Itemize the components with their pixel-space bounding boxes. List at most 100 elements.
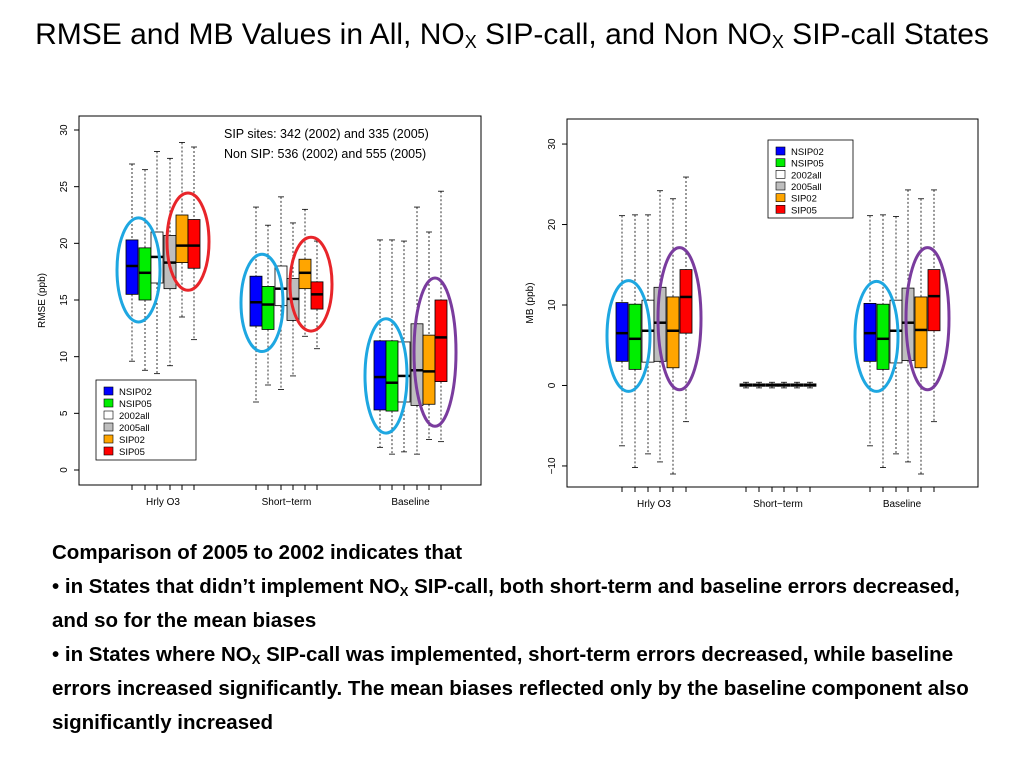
legend-swatch xyxy=(103,434,114,444)
box-body xyxy=(876,303,890,370)
legend-swatch xyxy=(103,422,114,432)
rmse-boxplot-chart: 0 5 10 15 20 25 30 RMSE (ppb) Hrly O3 Short−term B… xyxy=(37,115,482,508)
legend-label: SIP02 xyxy=(791,194,817,205)
legend-swatch xyxy=(775,181,786,191)
title-part-1: RMSE and MB Values in All, NO xyxy=(35,18,465,51)
notes-bullet-1: • in States that didn’t implement NOX SI… xyxy=(52,570,982,638)
legend-swatch xyxy=(103,446,114,456)
box-2005all-Short−term xyxy=(777,381,791,389)
y-tick-label: 20 xyxy=(59,237,70,249)
box-body xyxy=(187,219,201,269)
box-NSIP05-Hrly O3 xyxy=(138,169,152,371)
box-body xyxy=(679,269,693,334)
legend-label: NSIP02 xyxy=(119,387,152,398)
box-SIP05-Short−term xyxy=(803,381,817,389)
legend-swatch xyxy=(103,398,114,408)
box-NSIP02-Baseline xyxy=(863,215,877,447)
box-SIP02-Baseline xyxy=(422,231,436,440)
highlight-ellipse xyxy=(605,279,652,393)
box-2005all-Hrly O3 xyxy=(653,190,667,463)
box-SIP02-Baseline xyxy=(914,198,928,475)
slide-title: RMSE and MB Values in All, NOX SIP-call,… xyxy=(0,16,1024,54)
notes-text-block: Comparison of 2005 to 2002 indicates tha… xyxy=(52,536,982,740)
box-SIP05-Hrly O3 xyxy=(187,146,201,341)
highlight-ellipse xyxy=(115,216,162,324)
box-SIP05-Baseline xyxy=(927,189,941,423)
box-NSIP05-Baseline xyxy=(385,239,399,455)
y-tick-label: 10 xyxy=(59,351,70,363)
highlight-ellipse xyxy=(656,246,703,392)
legend-label: 2002all xyxy=(119,411,150,422)
highlight-ellipse xyxy=(239,252,285,353)
box-body xyxy=(666,296,680,369)
box-SIP02-Short−term xyxy=(790,381,804,389)
highlight-ellipse xyxy=(288,235,334,333)
bullet-1-subscript: X xyxy=(399,584,409,599)
box-SIP02-Short−term xyxy=(298,208,312,337)
box-NSIP05-Baseline xyxy=(876,214,890,468)
x-tick-label: Short−term xyxy=(753,499,803,510)
title-subscript-2: X xyxy=(771,32,784,52)
y-axis-label: MB (ppb) xyxy=(525,282,536,323)
legend-label: 2005all xyxy=(791,182,822,193)
box-NSIP05-Hrly O3 xyxy=(628,214,642,468)
title-part-3: SIP-call States xyxy=(783,18,989,51)
box-SIP05-Baseline xyxy=(434,190,448,443)
box-NSIP02-Baseline xyxy=(373,239,387,448)
bullet-2-part-2: SIP-call was implemented, short-term err… xyxy=(52,643,969,734)
legend-swatch xyxy=(775,193,786,202)
y-tick-label: 0 xyxy=(547,382,558,388)
title-part-2: SIP-call, and Non NO xyxy=(476,18,772,51)
box-body xyxy=(373,340,387,411)
highlight-ellipse xyxy=(904,246,951,392)
box-NSIP05-Short−term xyxy=(752,381,766,389)
y-tick-label: 15 xyxy=(59,294,70,306)
legend-label: SIP05 xyxy=(791,205,817,216)
box-body xyxy=(261,285,275,330)
legend-label: NSIP02 xyxy=(791,147,824,158)
box-NSIP02-Hrly O3 xyxy=(615,215,629,447)
box-NSIP02-Short−term xyxy=(249,206,263,403)
chart-annotation: SIP sites: 342 (2002) and 335 (2005) xyxy=(224,127,429,141)
box-2002all-Baseline xyxy=(889,216,903,455)
x-tick-label: Baseline xyxy=(391,497,430,508)
legend-swatch xyxy=(103,410,114,420)
highlight-ellipse xyxy=(412,276,458,428)
charts-canvas: 0 5 10 15 20 25 30 RMSE (ppb) Hrly O3 Short−term B… xyxy=(37,115,979,510)
title-subscript-1: X xyxy=(464,32,477,52)
box-SIP02-Hrly O3 xyxy=(175,142,189,318)
box-2002all-Short−term xyxy=(765,381,779,389)
legend-swatch xyxy=(775,158,786,167)
y-axis-label: RMSE (ppb) xyxy=(37,273,48,328)
box-SIP02-Hrly O3 xyxy=(666,198,680,475)
legend-label: SIP02 xyxy=(119,435,145,446)
box-body xyxy=(927,269,941,332)
legend-swatch xyxy=(103,386,114,396)
bullet-2-subscript: X xyxy=(251,652,261,667)
mb-boxplot-chart: −10 0 10 20 30 MB (ppb) Hrly O3 Short−term Basel… xyxy=(525,118,979,510)
notes-heading: Comparison of 2005 to 2002 indicates tha… xyxy=(52,541,463,564)
legend-label: 2005all xyxy=(119,423,150,434)
legend-swatch xyxy=(775,205,786,214)
highlight-ellipse xyxy=(853,279,900,393)
box-body xyxy=(385,340,399,412)
bullet-1-part-1: • in States that didn’t implement NO xyxy=(52,575,400,598)
legend-swatch xyxy=(775,146,786,156)
bullet-1-part-2: SIP-call, both short-term and baseline e… xyxy=(52,575,960,632)
y-tick-label: −10 xyxy=(547,457,558,474)
legend-label: 2002all xyxy=(791,170,822,181)
box-body xyxy=(175,214,189,263)
box-NSIP05-Short−term xyxy=(261,224,275,386)
box-NSIP02-Hrly O3 xyxy=(125,163,139,362)
box-2005all-Baseline xyxy=(410,206,424,455)
y-tick-label: 20 xyxy=(547,219,558,231)
x-tick-label: Short−term xyxy=(262,497,312,508)
box-2005all-Baseline xyxy=(901,189,915,463)
box-body xyxy=(422,334,436,405)
box-NSIP02-Short−term xyxy=(739,381,753,389)
legend-frame xyxy=(95,379,197,461)
y-tick-label: 25 xyxy=(59,181,70,193)
y-tick-label: 10 xyxy=(547,299,558,311)
